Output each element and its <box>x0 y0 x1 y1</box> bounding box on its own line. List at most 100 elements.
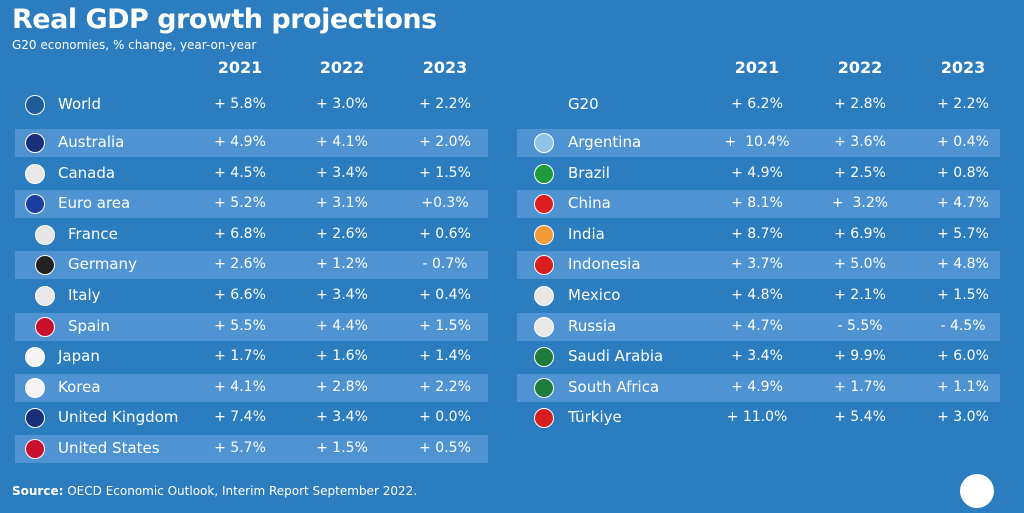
country-name: Türkiye <box>568 408 622 427</box>
row-stripe <box>517 373 1000 402</box>
country-name: Brazil <box>568 163 610 182</box>
growth-value: + 3.4% <box>731 348 783 365</box>
growth-value: + 2.6% <box>214 256 266 273</box>
row-stripe <box>15 251 488 280</box>
growth-value: + 3.2% <box>831 195 889 212</box>
growth-value: + 0.4% <box>419 287 471 303</box>
flag <box>534 377 554 398</box>
growth-value: + 0.5% <box>419 440 471 456</box>
flag <box>35 316 55 337</box>
growth-value: + 1.1% <box>937 378 989 395</box>
growth-value: +0.3% <box>421 195 469 212</box>
growth-value: - 4.5% <box>940 317 986 334</box>
flag <box>25 194 45 215</box>
country-name: Australia <box>58 133 125 151</box>
growth-value: + 0.4% <box>937 134 989 150</box>
flag <box>534 224 554 245</box>
flag <box>534 255 554 276</box>
row-stripe <box>517 312 1000 341</box>
growth-value: + 3.7% <box>731 256 783 273</box>
growth-value: + 2.2% <box>419 96 471 112</box>
growth-value: + 4.1% <box>316 134 368 150</box>
flag <box>35 286 55 306</box>
country-name: Argentina <box>568 133 642 151</box>
growth-value: + 3.0% <box>316 96 368 112</box>
growth-value: + 6.2% <box>731 96 783 112</box>
column-header: 2021 <box>217 58 263 77</box>
growth-value: + 3.4% <box>316 409 368 426</box>
country-name: Italy <box>68 286 101 304</box>
row-stripe <box>15 190 488 219</box>
growth-value: + 5.0% <box>834 256 886 273</box>
growth-value: - 0.7% <box>422 256 468 273</box>
growth-value: + 5.5% <box>214 317 266 334</box>
growth-value: + 5.7% <box>214 440 266 456</box>
growth-value: + 2.5% <box>834 164 886 181</box>
row-stripe <box>517 251 1000 280</box>
growth-value: + 1.2% <box>316 256 368 273</box>
row-stripe <box>15 129 488 157</box>
growth-value: + 0.6% <box>419 225 471 242</box>
row-stripe <box>517 129 1000 157</box>
growth-value: + 2.8% <box>834 96 886 112</box>
country-name: United States <box>58 439 160 457</box>
country-name: United Kingdom <box>58 408 179 427</box>
flag <box>534 163 554 184</box>
flag <box>534 347 554 368</box>
country-name: G20 <box>568 95 599 113</box>
growth-value: + 4.8% <box>937 256 989 273</box>
growth-value: + 0.8% <box>937 164 989 181</box>
source-text: OECD Economic Outlook, Interim Report Se… <box>67 484 418 498</box>
growth-value: + 1.7% <box>834 378 886 395</box>
row-stripe <box>15 435 488 463</box>
growth-value: + 1.6% <box>316 348 368 365</box>
growth-value: + 3.6% <box>834 134 886 150</box>
growth-value: + 4.8% <box>731 287 783 303</box>
growth-value: + 4.1% <box>214 378 266 395</box>
subtitle: G20 economies, % change, year-on-year <box>12 38 257 52</box>
row-stripe <box>517 190 1000 219</box>
country-name: India <box>568 224 605 243</box>
growth-value: + 3.1% <box>316 195 368 212</box>
column-header: 2022 <box>837 58 883 77</box>
country-name: Mexico <box>568 286 621 304</box>
source-label: Source: <box>12 484 64 498</box>
growth-value: + 2.1% <box>834 287 886 303</box>
column-header: 2023 <box>940 58 986 77</box>
growth-value: + 3.0% <box>937 409 989 426</box>
growth-value: + 5.7% <box>937 225 989 242</box>
flag <box>35 255 55 276</box>
growth-value: + 1.5% <box>937 287 989 303</box>
flag <box>25 439 45 459</box>
growth-value: + 8.1% <box>731 195 783 212</box>
flag <box>25 95 45 115</box>
country-name: France <box>68 224 118 243</box>
growth-value: + 4.7% <box>937 195 989 212</box>
growth-value: + 4.9% <box>731 164 783 181</box>
column-header: 2021 <box>734 58 780 77</box>
growth-value: + 1.7% <box>214 348 266 365</box>
growth-value: + 6.6% <box>214 287 266 303</box>
country-name: Indonesia <box>568 255 641 274</box>
country-name: Spain <box>68 316 110 335</box>
growth-value: + 4.7% <box>731 317 783 334</box>
growth-value: + 6.0% <box>937 348 989 365</box>
growth-value: + 3.4% <box>316 287 368 303</box>
flag <box>25 377 45 398</box>
flag <box>25 347 45 368</box>
growth-value: + 2.8% <box>316 378 368 395</box>
growth-value: + 3.4% <box>316 164 368 181</box>
country-name: Germany <box>68 255 137 274</box>
row-stripe <box>15 373 488 402</box>
country-name: South Africa <box>568 377 660 396</box>
country-name: Japan <box>58 347 100 366</box>
growth-value: + 0.0% <box>419 409 471 426</box>
growth-value: + 9.9% <box>834 348 886 365</box>
country-name: Russia <box>568 316 617 335</box>
country-name: Korea <box>58 377 101 396</box>
growth-value: + 4.4% <box>316 317 368 334</box>
country-name: China <box>568 194 611 213</box>
flag <box>25 163 45 184</box>
flag <box>534 408 554 429</box>
